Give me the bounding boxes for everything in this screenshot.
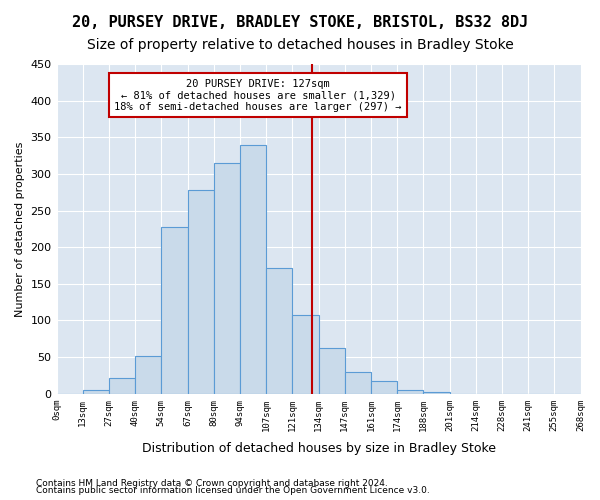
Text: 20, PURSEY DRIVE, BRADLEY STOKE, BRISTOL, BS32 8DJ: 20, PURSEY DRIVE, BRADLEY STOKE, BRISTOL… bbox=[72, 15, 528, 30]
Y-axis label: Number of detached properties: Number of detached properties bbox=[15, 141, 25, 316]
Bar bbox=[240, 144, 266, 394]
Text: 20 PURSEY DRIVE: 127sqm
← 81% of detached houses are smaller (1,329)
18% of semi: 20 PURSEY DRIVE: 127sqm ← 81% of detache… bbox=[115, 78, 402, 112]
Bar bbox=[266, 268, 292, 394]
Bar bbox=[424, 392, 449, 394]
Bar bbox=[83, 390, 109, 394]
X-axis label: Distribution of detached houses by size in Bradley Stoke: Distribution of detached houses by size … bbox=[142, 442, 496, 455]
Text: Contains HM Land Registry data © Crown copyright and database right 2024.: Contains HM Land Registry data © Crown c… bbox=[36, 478, 388, 488]
Bar bbox=[292, 314, 319, 394]
Bar bbox=[345, 372, 371, 394]
Bar bbox=[109, 378, 135, 394]
Bar bbox=[397, 390, 424, 394]
Bar bbox=[135, 356, 161, 394]
Text: Size of property relative to detached houses in Bradley Stoke: Size of property relative to detached ho… bbox=[86, 38, 514, 52]
Bar bbox=[214, 163, 240, 394]
Bar bbox=[161, 226, 188, 394]
Bar bbox=[188, 190, 214, 394]
Bar bbox=[371, 380, 397, 394]
Bar bbox=[319, 348, 345, 394]
Text: Contains public sector information licensed under the Open Government Licence v3: Contains public sector information licen… bbox=[36, 486, 430, 495]
